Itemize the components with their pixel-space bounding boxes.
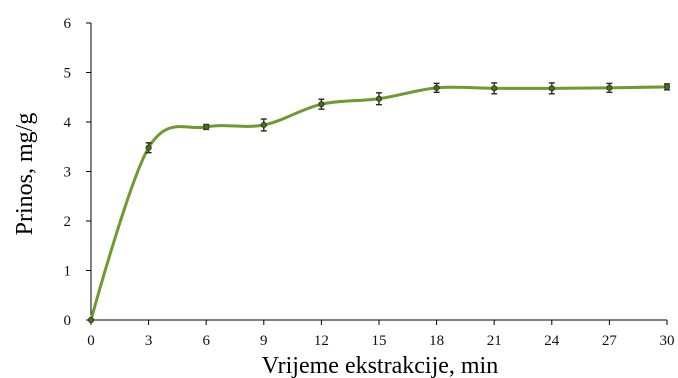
- x-axis-title: Vrijeme ekstrakcije, min: [262, 353, 498, 378]
- x-tick-label: 30: [660, 333, 675, 349]
- x-tick-label: 12: [314, 333, 329, 349]
- x-tick-label: 27: [602, 333, 618, 349]
- x-tick-label: 24: [544, 333, 560, 349]
- y-axis-title: Prinos, mg/g: [12, 113, 38, 236]
- x-tick-label: 21: [487, 333, 502, 349]
- series-line: [89, 85, 669, 322]
- x-axis: 0 3 6 9 12 15 18 21 24 27 30: [87, 319, 675, 349]
- data-point: [318, 101, 325, 108]
- data-point: [606, 84, 613, 91]
- data-point: [375, 95, 383, 102]
- data-point: [260, 121, 267, 129]
- y-tick-label: 1: [64, 264, 72, 280]
- y-tick-label: 2: [64, 214, 72, 230]
- y-axis: 0 1 2 3 4 5 6: [64, 16, 92, 329]
- y-tick-label: 3: [64, 165, 72, 181]
- y-tick-label: 0: [64, 313, 72, 329]
- data-point: [548, 85, 555, 92]
- data-point: [203, 123, 210, 131]
- x-tick-label: 15: [372, 333, 387, 349]
- x-tick-label: 3: [145, 333, 153, 349]
- y-tick-label: 5: [64, 66, 72, 82]
- data-point: [145, 144, 152, 151]
- x-tick-label: 6: [202, 333, 210, 349]
- y-tick-label: 6: [64, 16, 72, 32]
- x-tick-label: 9: [260, 333, 268, 349]
- y-tick-label: 4: [64, 115, 72, 131]
- series: [87, 82, 671, 324]
- data-point: [433, 84, 440, 91]
- x-tick-label: 0: [87, 333, 95, 349]
- data-point: [87, 316, 95, 324]
- data-point: [663, 83, 671, 90]
- data-point: [491, 85, 498, 92]
- x-tick-label: 18: [429, 333, 444, 349]
